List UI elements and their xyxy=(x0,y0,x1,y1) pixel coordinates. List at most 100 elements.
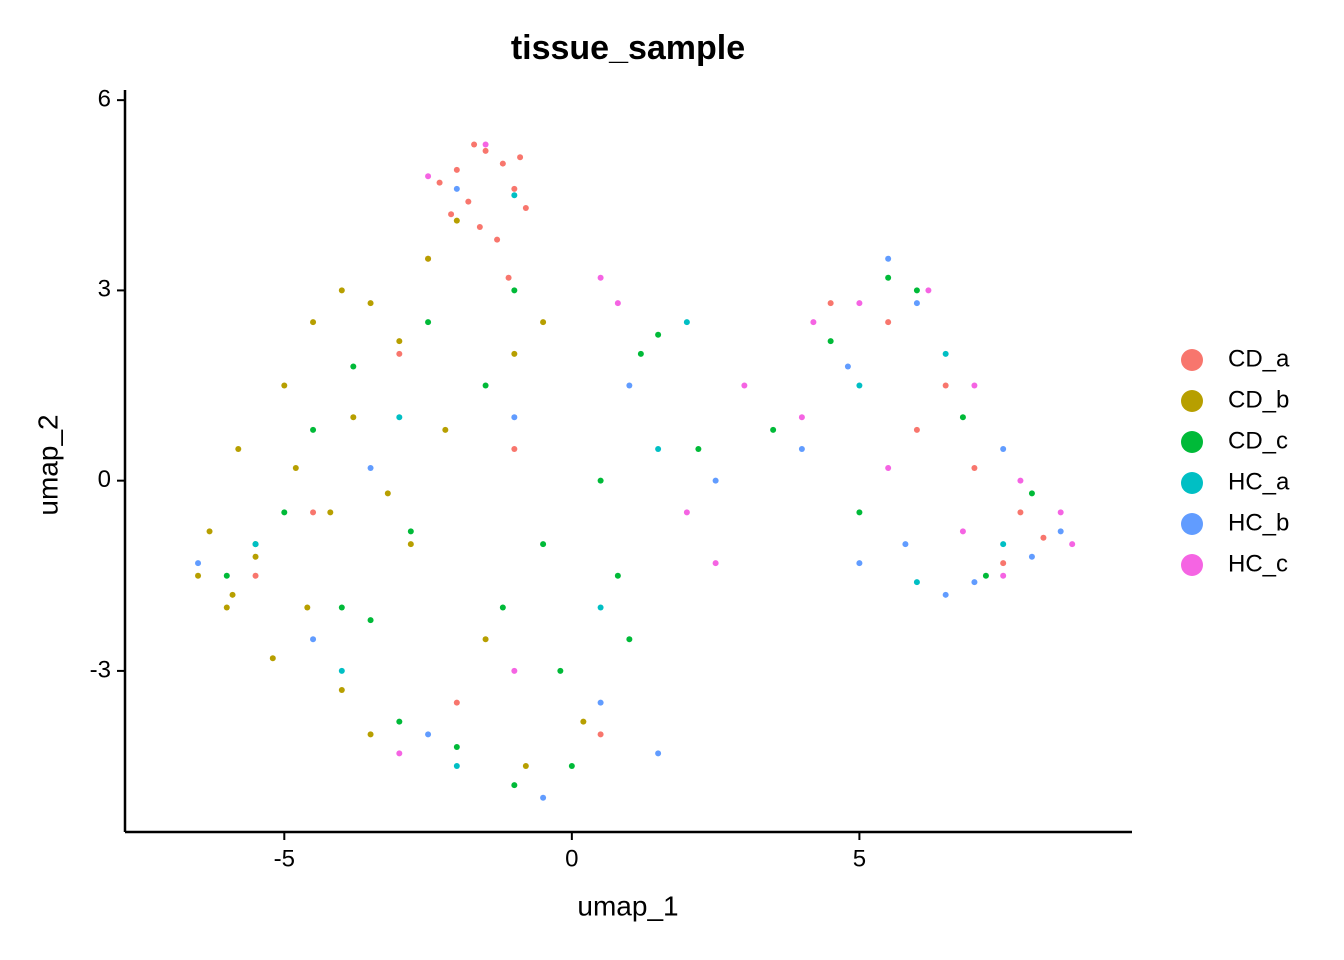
point xyxy=(465,198,472,205)
point xyxy=(396,338,403,345)
legend-label: CD_a xyxy=(1228,345,1290,372)
point xyxy=(425,319,432,326)
point xyxy=(1057,509,1064,516)
legend-marker xyxy=(1181,554,1203,576)
point xyxy=(384,490,391,497)
point xyxy=(505,274,512,281)
point xyxy=(971,464,978,471)
point xyxy=(614,300,621,307)
y-tick-label: -3 xyxy=(90,656,111,683)
legend-label: CD_c xyxy=(1228,427,1288,454)
legend-label: CD_b xyxy=(1228,386,1289,413)
point xyxy=(942,350,949,357)
point xyxy=(959,414,966,421)
legend-marker xyxy=(1181,513,1203,535)
point xyxy=(511,445,518,452)
point xyxy=(856,382,863,389)
point xyxy=(252,553,259,560)
point xyxy=(885,255,892,262)
point xyxy=(499,604,506,611)
point xyxy=(448,211,455,218)
point xyxy=(856,509,863,516)
point xyxy=(476,223,483,230)
point xyxy=(626,382,633,389)
legend-marker xyxy=(1181,431,1203,453)
point xyxy=(913,579,920,586)
point xyxy=(310,319,317,326)
point xyxy=(1040,534,1047,541)
point xyxy=(482,636,489,643)
point xyxy=(206,528,213,535)
point xyxy=(827,300,834,307)
point xyxy=(292,464,299,471)
point xyxy=(396,750,403,757)
point xyxy=(482,382,489,389)
point xyxy=(597,477,604,484)
point xyxy=(683,319,690,326)
point xyxy=(453,185,460,192)
point xyxy=(810,319,817,326)
point xyxy=(327,509,334,516)
point xyxy=(310,636,317,643)
point xyxy=(597,604,604,611)
legend-marker xyxy=(1181,349,1203,371)
point xyxy=(637,350,644,357)
legend-label: HC_b xyxy=(1228,509,1289,536)
y-tick-label: 3 xyxy=(98,276,111,303)
point xyxy=(396,414,403,421)
point xyxy=(367,731,374,738)
point xyxy=(913,426,920,433)
point xyxy=(310,426,317,433)
legend-label: HC_a xyxy=(1228,468,1290,495)
point xyxy=(425,731,432,738)
point xyxy=(695,445,702,452)
point xyxy=(338,686,345,693)
point xyxy=(436,179,443,186)
point xyxy=(1000,560,1007,567)
point xyxy=(511,192,518,199)
legend-marker xyxy=(1181,390,1203,412)
point xyxy=(338,287,345,294)
point xyxy=(425,173,432,180)
point xyxy=(407,541,414,548)
x-tick-label: -5 xyxy=(274,845,295,872)
point xyxy=(971,382,978,389)
point xyxy=(913,300,920,307)
point xyxy=(310,509,317,516)
point xyxy=(269,655,276,662)
chart-title: tissue_sample xyxy=(511,29,745,67)
point xyxy=(982,572,989,579)
point xyxy=(925,287,932,294)
point xyxy=(367,464,374,471)
point xyxy=(1000,541,1007,548)
point xyxy=(195,560,202,567)
legend-label: HC_c xyxy=(1228,550,1288,577)
point xyxy=(614,572,621,579)
point xyxy=(482,147,489,154)
point xyxy=(252,572,259,579)
point xyxy=(856,300,863,307)
point xyxy=(798,445,805,452)
point xyxy=(712,560,719,567)
point xyxy=(281,509,288,516)
point xyxy=(235,445,242,452)
point xyxy=(1017,477,1024,484)
x-tick-label: 5 xyxy=(853,845,866,872)
point xyxy=(471,141,478,148)
point xyxy=(453,763,460,770)
point xyxy=(522,204,529,211)
point xyxy=(195,572,202,579)
point xyxy=(1000,445,1007,452)
point xyxy=(522,763,529,770)
point xyxy=(511,782,518,789)
point xyxy=(367,300,374,307)
point xyxy=(580,718,587,725)
point xyxy=(482,141,489,148)
point xyxy=(885,319,892,326)
point xyxy=(971,579,978,586)
y-tick-label: 6 xyxy=(98,85,111,112)
point xyxy=(798,414,805,421)
point xyxy=(396,718,403,725)
point xyxy=(453,744,460,751)
